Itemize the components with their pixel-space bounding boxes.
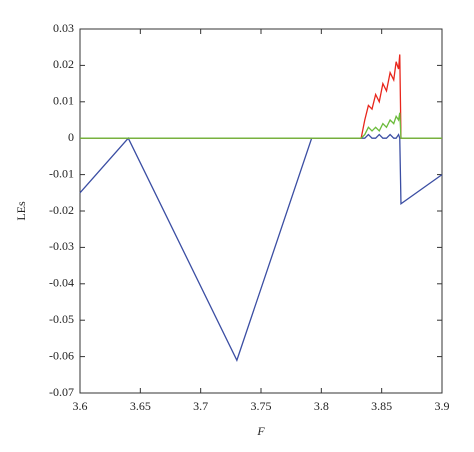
y-axis-label: LEs (14, 201, 28, 221)
y-tick-label: -0.04 (49, 276, 74, 290)
y-tick-label: 0.02 (53, 57, 74, 71)
y-tick-label: -0.05 (49, 312, 74, 326)
y-tick-label: 0.01 (53, 94, 74, 108)
x-tick-label: 3.65 (130, 399, 151, 413)
x-axis-label: F (256, 424, 265, 438)
x-tick-label: 3.75 (251, 399, 272, 413)
x-tick-label: 3.8 (314, 399, 329, 413)
y-tick-label: -0.02 (49, 203, 74, 217)
y-tick-label: 0 (68, 130, 74, 144)
series-line (80, 112, 442, 139)
x-tick-label: 3.9 (435, 399, 450, 413)
y-tick-label: -0.03 (49, 239, 74, 253)
series-line (79, 133, 443, 362)
y-tick-label: -0.01 (49, 166, 74, 180)
y-tick-label: 0.03 (53, 21, 74, 35)
y-tick-label: -0.07 (49, 385, 74, 399)
x-tick-label: 3.6 (73, 399, 88, 413)
x-tick-label: 3.7 (193, 399, 208, 413)
y-tick-label: -0.06 (49, 348, 74, 362)
x-tick-label: 3.85 (371, 399, 392, 413)
